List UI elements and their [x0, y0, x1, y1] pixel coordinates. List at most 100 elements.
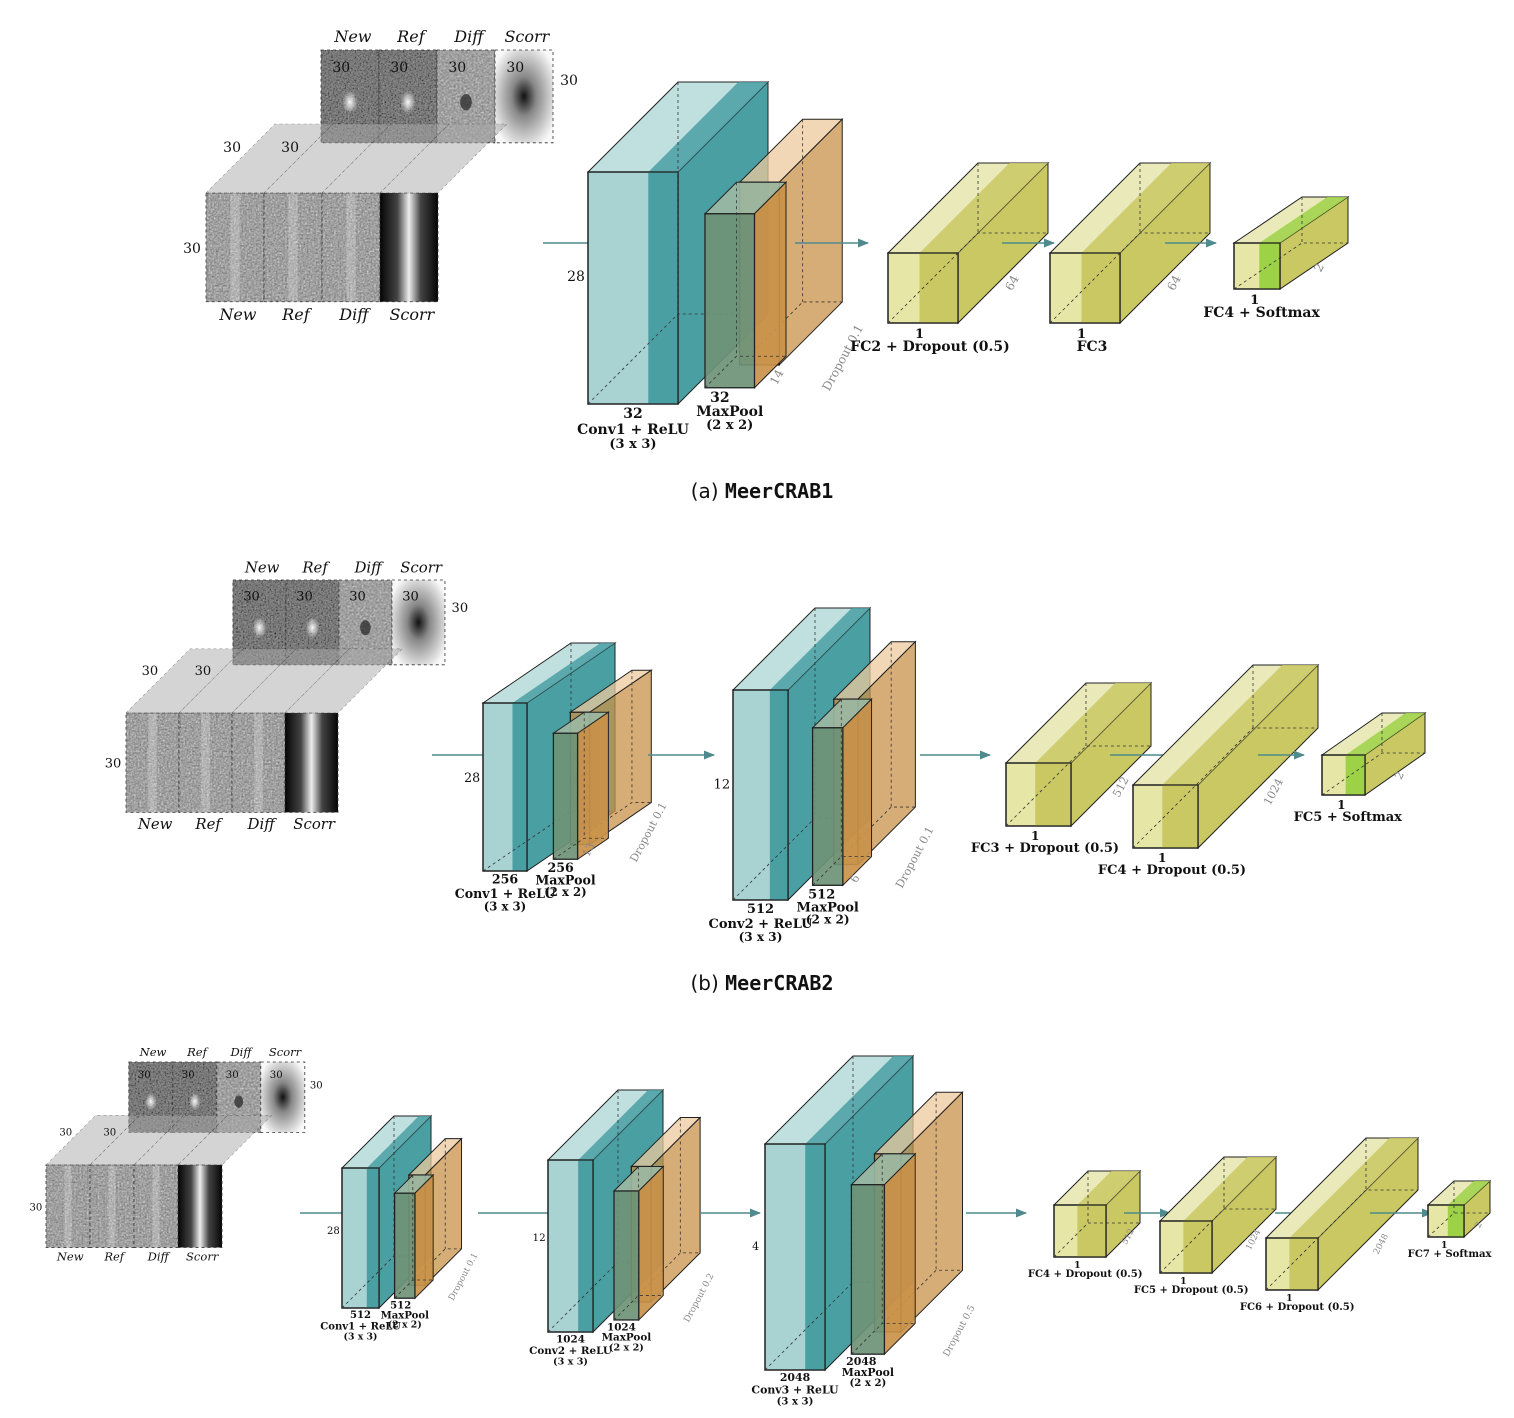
pool-label: MaxPool — [842, 1366, 894, 1379]
box-front — [393, 1192, 416, 1299]
spatial-dim: 4 — [752, 1240, 759, 1253]
channel-label-bottom: Scorr — [186, 1249, 220, 1263]
diagram-c: New 30 Ref 30 Diff 30 Scorr 30 30 New 30 Ref 30 Diff S… — [30, 1045, 1493, 1407]
channel-label-top: Diff — [453, 27, 486, 46]
image-top — [178, 648, 297, 714]
box-band — [769, 690, 788, 900]
caption-a: (a) MeerCRAB1 — [691, 479, 834, 503]
width-label: 1 — [1286, 1293, 1293, 1304]
box-band — [1077, 1205, 1106, 1257]
size-label-left: 30 — [105, 757, 122, 772]
fc-label: FC4 + Softmax — [1203, 305, 1320, 321]
scorr-map — [391, 580, 445, 665]
image-noise — [90, 1164, 134, 1248]
input-front-scorr: Scorr — [379, 123, 508, 324]
box-outline — [732, 689, 789, 901]
hidden-edge — [874, 1269, 963, 1333]
box-band — [1162, 785, 1198, 848]
image-frame — [494, 49, 554, 144]
input-back-scorr: Scorr 30 — [494, 27, 554, 144]
box-outline — [1321, 754, 1366, 796]
image-top — [263, 123, 392, 194]
box-band — [1081, 253, 1120, 323]
box-band — [1183, 1221, 1212, 1273]
box-front — [704, 213, 756, 389]
hidden-edge — [1321, 752, 1425, 796]
size-label: 30 — [270, 1070, 283, 1081]
image-noise — [46, 1164, 90, 1248]
scorr-map — [285, 712, 338, 813]
scorr-map — [495, 50, 553, 143]
pool-filters: 2048 — [846, 1355, 876, 1368]
pool-kernel: (2 x 2) — [706, 418, 753, 433]
box-front — [552, 732, 579, 860]
streak — [254, 712, 263, 813]
pool-label: MaxPool — [602, 1332, 652, 1344]
width-label: 1 — [1441, 1240, 1448, 1251]
size-label: 30 — [138, 1070, 151, 1081]
source-blob — [234, 1095, 244, 1108]
conv-label: Conv1 + ReLU — [577, 422, 689, 438]
pool-kernel: (2 x 2) — [850, 1377, 887, 1389]
box-band — [366, 1168, 379, 1308]
box-band-top — [1345, 713, 1425, 755]
spatial-dim: 12 — [714, 778, 731, 793]
box-side — [577, 711, 609, 861]
image-frame — [391, 579, 446, 666]
conv-label: Conv3 + ReLU — [751, 1383, 839, 1396]
source-blob — [145, 1092, 157, 1111]
scorr-map — [380, 193, 438, 302]
box-outline — [764, 1143, 826, 1371]
channel-label-bottom: New — [56, 1249, 84, 1263]
channel-label-top: Scorr — [269, 1045, 303, 1059]
hidden-edge — [1005, 745, 1151, 827]
size-label: 30 — [195, 664, 212, 679]
dropout-label: Dropout 0.5 — [941, 1303, 977, 1358]
caption-b: (b) MeerCRAB2 — [690, 971, 833, 995]
size-label: 30 — [390, 60, 408, 76]
pool-label: MaxPool — [797, 900, 859, 915]
pool-dim: 6 — [848, 872, 863, 884]
box-band-top — [1447, 1181, 1490, 1205]
hidden-edge — [1049, 232, 1210, 324]
input-back-scorr: Scorr 30 — [391, 559, 446, 666]
channel-label-top: Scorr — [504, 27, 550, 46]
size-label: 30 — [243, 589, 260, 604]
box-outline — [547, 1159, 594, 1333]
image-top — [205, 123, 334, 194]
size-label: 30 — [506, 60, 524, 76]
channel-label-bottom: Scorr — [389, 305, 435, 324]
box-band — [578, 1160, 593, 1332]
spatial-dim: 28 — [464, 770, 480, 785]
size-label: 30 — [281, 140, 299, 156]
hidden-edge — [553, 837, 609, 860]
channel-label-bottom: Ref — [281, 305, 313, 324]
box-outline — [1159, 1220, 1213, 1274]
input-front-new: New 30 — [205, 123, 334, 324]
width-label: 1 — [1337, 798, 1345, 812]
box-side — [638, 1165, 664, 1322]
size-label-right: 30 — [310, 1080, 323, 1091]
box-outline — [1053, 1204, 1107, 1258]
image-noise — [126, 712, 179, 813]
fc-label: FC3 + Dropout (0.5) — [971, 841, 1119, 856]
box-side — [842, 697, 873, 887]
pool-kernel: (2 x 2) — [806, 912, 850, 926]
streak — [152, 1164, 160, 1248]
source-blob — [252, 617, 267, 639]
units-label: 64 — [1164, 273, 1184, 293]
box-outline — [887, 252, 959, 324]
pool-label: MaxPool — [381, 1309, 429, 1321]
hidden-edge — [833, 806, 916, 865]
input-back-scorr: Scorr 30 — [260, 1045, 306, 1133]
diagram-a: New 30 Ref 30 Diff 30 Scorr 30 30 New 30 Ref 30 Diff S… — [183, 27, 1350, 452]
